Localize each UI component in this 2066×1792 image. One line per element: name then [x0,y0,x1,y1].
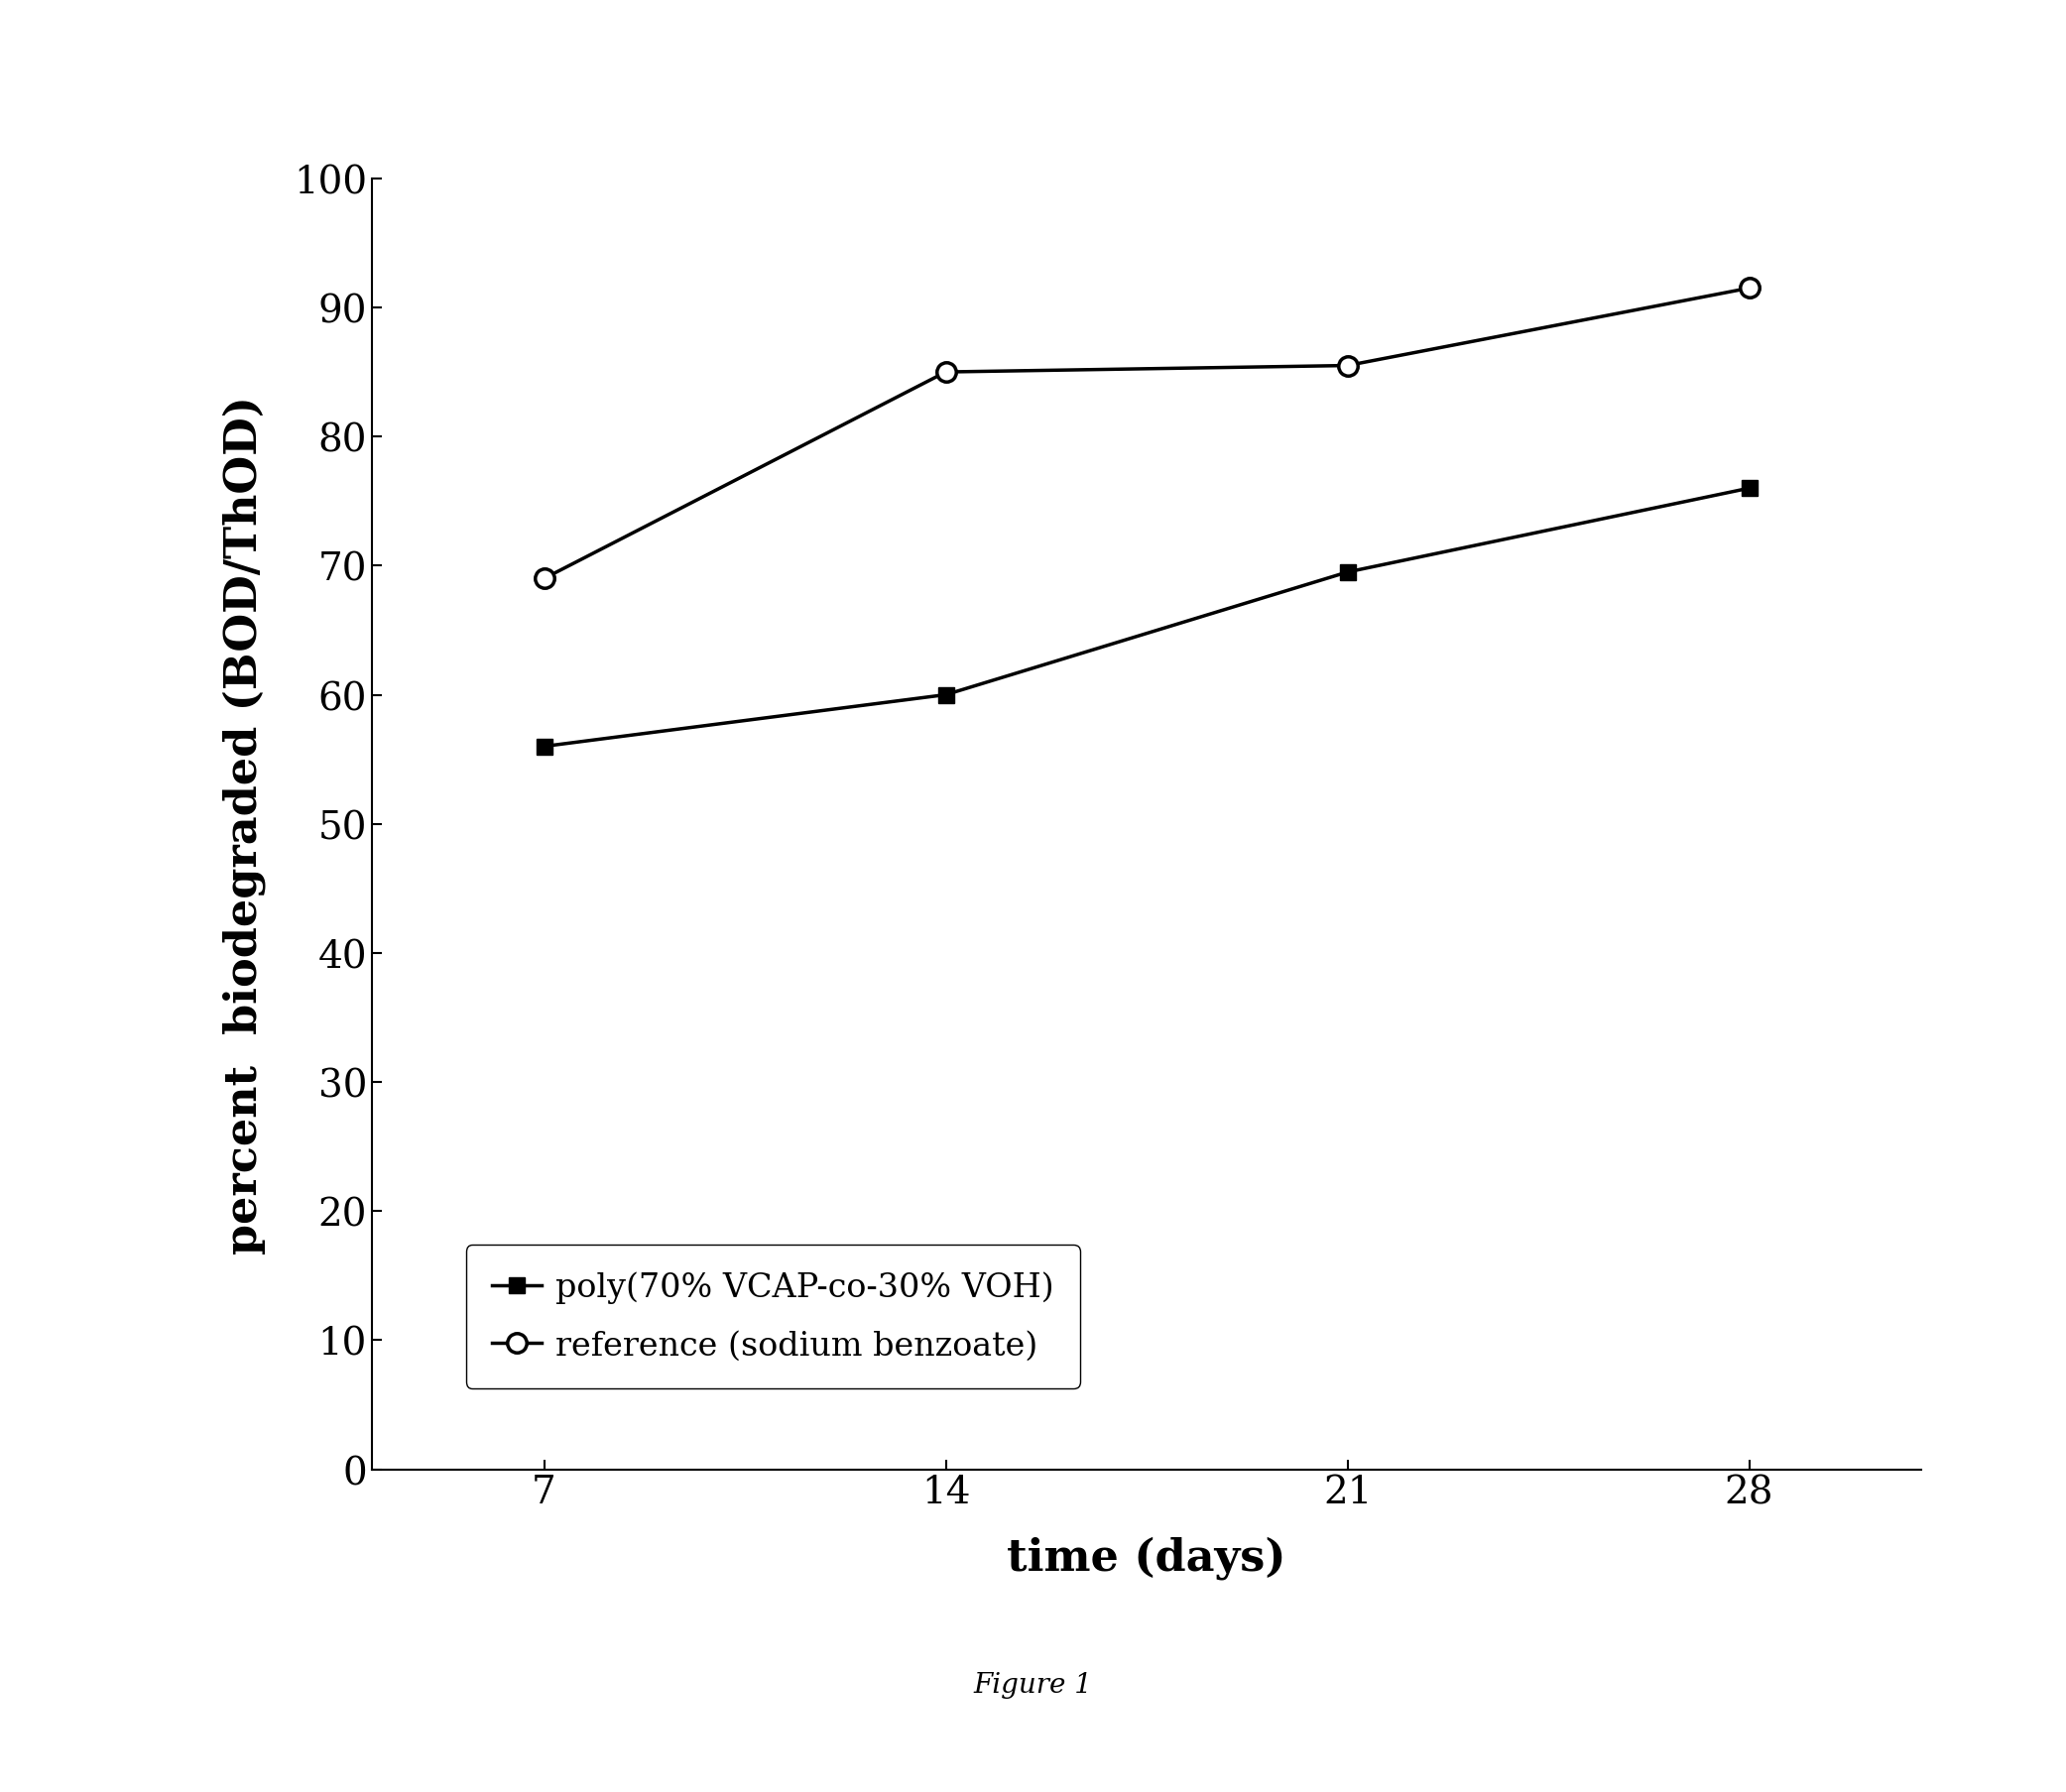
reference (sodium benzoate) [1335,355,1359,376]
reference (sodium benzoate) [1738,278,1762,299]
reference (sodium benzoate) [934,362,959,383]
poly(70% VCAP-co-30% VOH) [1335,563,1359,584]
Y-axis label: percent  biodegraded (BOD/ThOD): percent biodegraded (BOD/ThOD) [223,396,267,1253]
X-axis label: time (days): time (days) [1006,1536,1287,1579]
Legend: poly(70% VCAP-co-30% VOH), reference (sodium benzoate): poly(70% VCAP-co-30% VOH), reference (so… [467,1245,1081,1389]
Line: reference (sodium benzoate): reference (sodium benzoate) [535,280,1758,590]
poly(70% VCAP-co-30% VOH) [531,737,556,758]
poly(70% VCAP-co-30% VOH) [1738,478,1762,500]
reference (sodium benzoate) [531,568,556,590]
Line: poly(70% VCAP-co-30% VOH): poly(70% VCAP-co-30% VOH) [535,480,1758,754]
poly(70% VCAP-co-30% VOH) [934,685,959,706]
Text: Figure 1: Figure 1 [973,1672,1093,1697]
